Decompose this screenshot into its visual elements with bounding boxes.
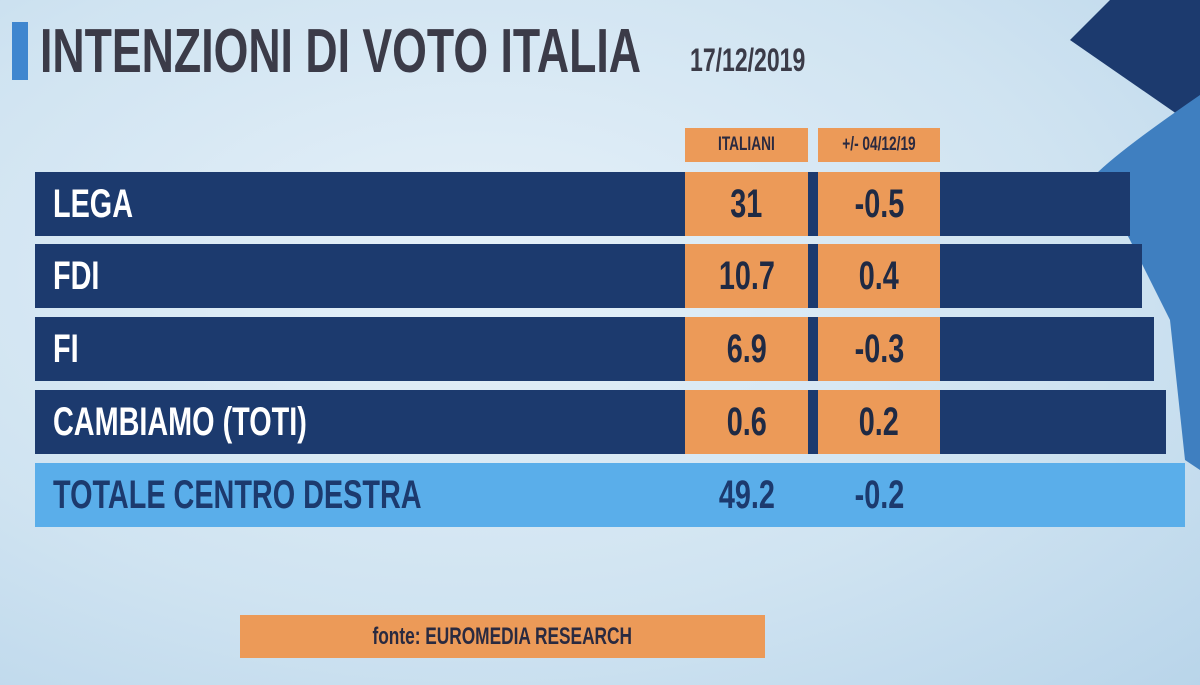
table-row: LEGA 31 -0.5	[35, 172, 1130, 236]
row-value: -0.3	[818, 317, 940, 381]
corner-shape	[1070, 0, 1200, 130]
row-value: 0.2	[818, 390, 940, 454]
row-value: 6.9	[685, 317, 808, 381]
date: 17/12/2019	[690, 40, 850, 80]
total-value-text: -0.2	[854, 472, 904, 517]
total-label-text: TOTALE CENTRO DESTRA	[53, 472, 422, 517]
row-value-text: 10.7	[718, 253, 775, 298]
row-value: 0.6	[685, 390, 808, 454]
column-header: +/- 04/12/19	[818, 128, 940, 162]
row-value-text: -0.3	[854, 326, 904, 371]
row-label: CAMBIAMO (TOTI)	[53, 390, 406, 454]
row-value-text: 0.2	[858, 399, 900, 444]
title-text: INTENZIONI DI VOTO ITALIA	[40, 16, 641, 86]
row-value: -0.5	[818, 172, 940, 236]
total-label: TOTALE CENTRO DESTRA	[53, 463, 565, 527]
column-header: ITALIANI	[685, 128, 808, 162]
date-text: 17/12/2019	[690, 41, 806, 78]
title: INTENZIONI DI VOTO ITALIA	[40, 16, 875, 86]
row-label: FDI	[53, 244, 117, 308]
row-value-text: 6.9	[726, 326, 767, 371]
column-header-text: ITALIANI	[718, 134, 775, 155]
row-value-text: 0.6	[726, 399, 767, 444]
title-accent	[12, 22, 28, 80]
row-label-text: FDI	[53, 253, 100, 298]
column-header-text: +/- 04/12/19	[842, 134, 916, 155]
total-row: TOTALE CENTRO DESTRA 49.2 -0.2	[35, 463, 1185, 527]
row-value-text: 31	[730, 181, 763, 226]
row-value: 0.4	[818, 244, 940, 308]
source: fonte: EUROMEDIA RESEARCH	[240, 615, 765, 658]
row-value-text: -0.5	[854, 181, 904, 226]
table-row: FI 6.9 -0.3	[35, 317, 1154, 381]
row-label-text: FI	[53, 326, 79, 371]
total-value: -0.2	[818, 463, 940, 527]
row-label: LEGA	[53, 172, 164, 236]
total-value: 49.2	[685, 463, 808, 527]
total-value-text: 49.2	[718, 472, 775, 517]
row-label-text: LEGA	[53, 181, 134, 226]
table-row: CAMBIAMO (TOTI) 0.6 0.2	[35, 390, 1166, 454]
row-label: FI	[53, 317, 89, 381]
row-value-text: 0.4	[858, 253, 900, 298]
table-row: FDI 10.7 0.4	[35, 244, 1142, 308]
source-text: fonte: EUROMEDIA RESEARCH	[372, 622, 633, 650]
row-label-text: CAMBIAMO (TOTI)	[53, 399, 307, 444]
row-value: 31	[685, 172, 808, 236]
row-value: 10.7	[685, 244, 808, 308]
